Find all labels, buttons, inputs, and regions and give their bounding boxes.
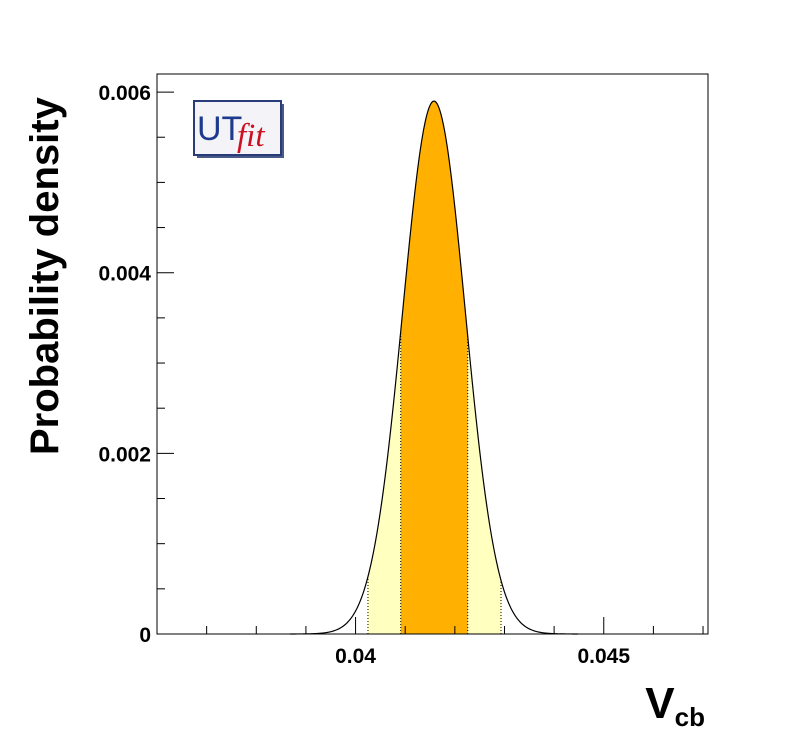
x-axis-label: Vcb	[645, 679, 705, 732]
y-axis-label: Probability density	[23, 96, 67, 455]
x-tick-label: 0.04	[335, 645, 376, 668]
density-curve	[290, 100, 578, 635]
logo-ut-text: UT	[197, 110, 242, 148]
x-tick-label: 0.045	[577, 645, 630, 668]
inner-interval-band	[400, 101, 468, 635]
y-axis-ticks: 0 0.002 0.004 0.006	[98, 82, 174, 647]
x-axis-ticks: 0.04 0.045	[156, 617, 704, 668]
y-tick-label: 0	[139, 624, 151, 647]
x-axis-label-sub: cb	[675, 702, 705, 732]
y-tick-label: 0.004	[98, 263, 151, 286]
utfit-logo: UT fit	[193, 100, 284, 158]
y-tick-label: 0.006	[98, 82, 151, 105]
interval-dividers	[367, 331, 502, 634]
y-tick-label: 0.002	[98, 443, 151, 466]
probability-bands	[367, 101, 501, 635]
logo-fit-text: fit	[237, 118, 265, 154]
x-axis-label-main: V	[645, 679, 675, 728]
plot-frame	[156, 73, 709, 635]
